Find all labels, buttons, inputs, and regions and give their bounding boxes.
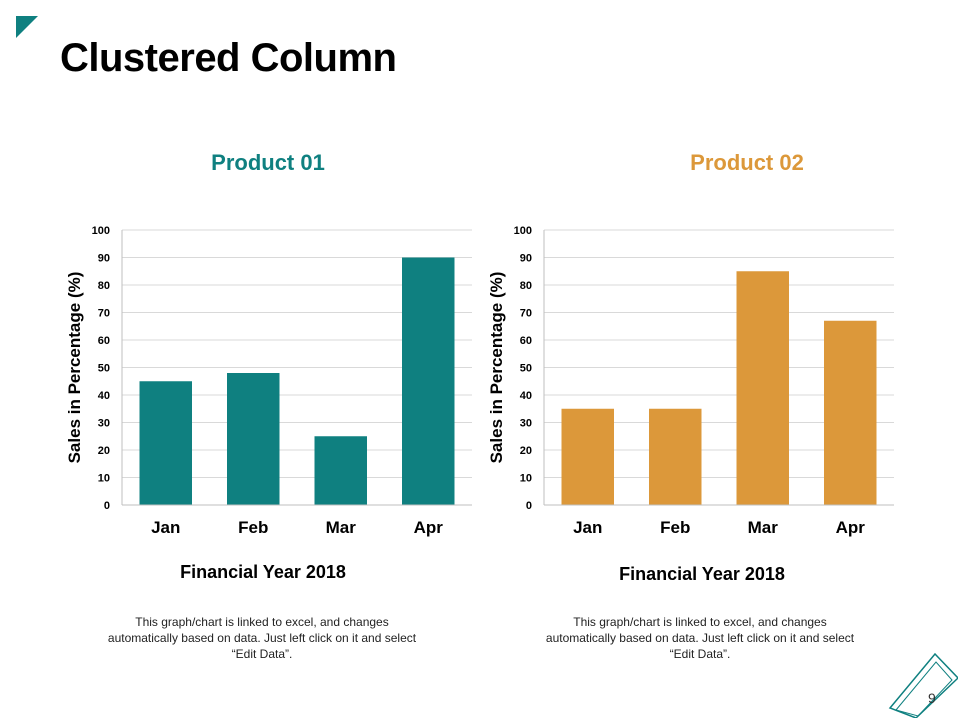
c0-y-tick-label-40: 40	[98, 390, 110, 402]
c1-x-tick-label-jan: Jan	[573, 518, 602, 537]
c0-y-tick-label-60: 60	[98, 335, 110, 347]
c0-x-tick-label-apr: Apr	[414, 518, 444, 537]
chart-product-01: 0 10 20 30 40 50 60 70 80 90 100 Jan Feb Mar Apr Sales …	[65, 225, 472, 537]
chart-title-product-02: Product 02	[690, 150, 804, 175]
c0-x-tick-label-feb: Feb	[238, 518, 268, 537]
corner-diamond-decoration	[888, 652, 958, 718]
c1-y-tick-label-60: 60	[520, 335, 532, 347]
c1-x-tick-label-apr: Apr	[836, 518, 866, 537]
c1-y-axis-title: Sales in Percentage (%)	[487, 272, 506, 464]
chart-note-product-02: This graph/chart is linked to excel, and…	[545, 615, 855, 661]
chart-product-02: 0 10 20 30 40 50 60 70 80 90 100 Jan Feb Mar Apr Sales …	[487, 225, 894, 537]
c1-bar-mar	[736, 271, 789, 505]
c1-y-tick-label-20: 20	[520, 445, 532, 457]
chart-note-product-01: This graph/chart is linked to excel, and…	[107, 615, 417, 661]
c0-y-tick-label-100: 100	[92, 225, 110, 237]
c1-y-tick-label-90: 90	[520, 253, 532, 265]
x-axis-title-product-02: Financial Year 2018	[619, 564, 785, 584]
c1-y-tick-label-80: 80	[520, 280, 532, 292]
c0-x-tick-label-jan: Jan	[151, 518, 180, 537]
c1-bar-feb	[649, 408, 702, 505]
c0-x-tick-label-mar: Mar	[326, 518, 357, 537]
c1-y-tick-label-30: 30	[520, 418, 532, 430]
corner-triangle-decoration	[16, 16, 38, 38]
c0-y-tick-label-10: 10	[98, 473, 110, 485]
page-title: Clustered Column	[60, 36, 397, 80]
page-number: 9	[928, 690, 936, 706]
c0-y-tick-label-80: 80	[98, 280, 110, 292]
c1-y-tick-label-70: 70	[520, 308, 532, 320]
c1-y-tick-label-0: 0	[526, 500, 532, 512]
c1-bar-apr	[824, 320, 877, 505]
c0-y-tick-label-20: 20	[98, 445, 110, 457]
c0-bar-feb	[227, 373, 280, 505]
c1-x-tick-label-mar: Mar	[748, 518, 779, 537]
c0-bar-jan	[139, 381, 192, 505]
c1-y-tick-label-100: 100	[514, 225, 532, 237]
c0-y-tick-label-30: 30	[98, 418, 110, 430]
c1-bar-jan	[561, 408, 614, 505]
chart-title-product-01: Product 01	[211, 150, 325, 175]
c0-y-tick-label-0: 0	[104, 500, 110, 512]
c1-y-tick-label-50: 50	[520, 363, 532, 375]
c1-y-tick-label-40: 40	[520, 390, 532, 402]
c0-bar-apr	[402, 257, 455, 505]
c0-y-axis-title: Sales in Percentage (%)	[65, 272, 84, 464]
c0-bar-mar	[314, 436, 367, 505]
c0-y-tick-label-70: 70	[98, 308, 110, 320]
c1-x-tick-label-feb: Feb	[660, 518, 690, 537]
c0-y-tick-label-50: 50	[98, 363, 110, 375]
x-axis-title-product-01: Financial Year 2018	[180, 562, 346, 582]
c1-y-tick-label-10: 10	[520, 473, 532, 485]
c0-y-tick-label-90: 90	[98, 253, 110, 265]
